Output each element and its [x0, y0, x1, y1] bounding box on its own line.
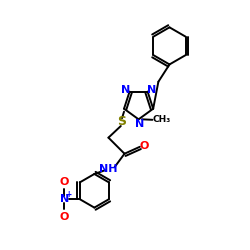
Text: S: S	[118, 115, 126, 128]
Text: NH: NH	[99, 164, 117, 173]
Text: N: N	[135, 119, 144, 129]
Text: O: O	[60, 177, 69, 187]
Text: O: O	[140, 140, 149, 150]
Text: +: +	[66, 190, 72, 199]
Text: CH₃: CH₃	[152, 115, 171, 124]
Text: N: N	[60, 194, 69, 204]
Text: O: O	[60, 212, 69, 222]
Text: N: N	[121, 85, 130, 95]
Text: N: N	[147, 85, 156, 95]
